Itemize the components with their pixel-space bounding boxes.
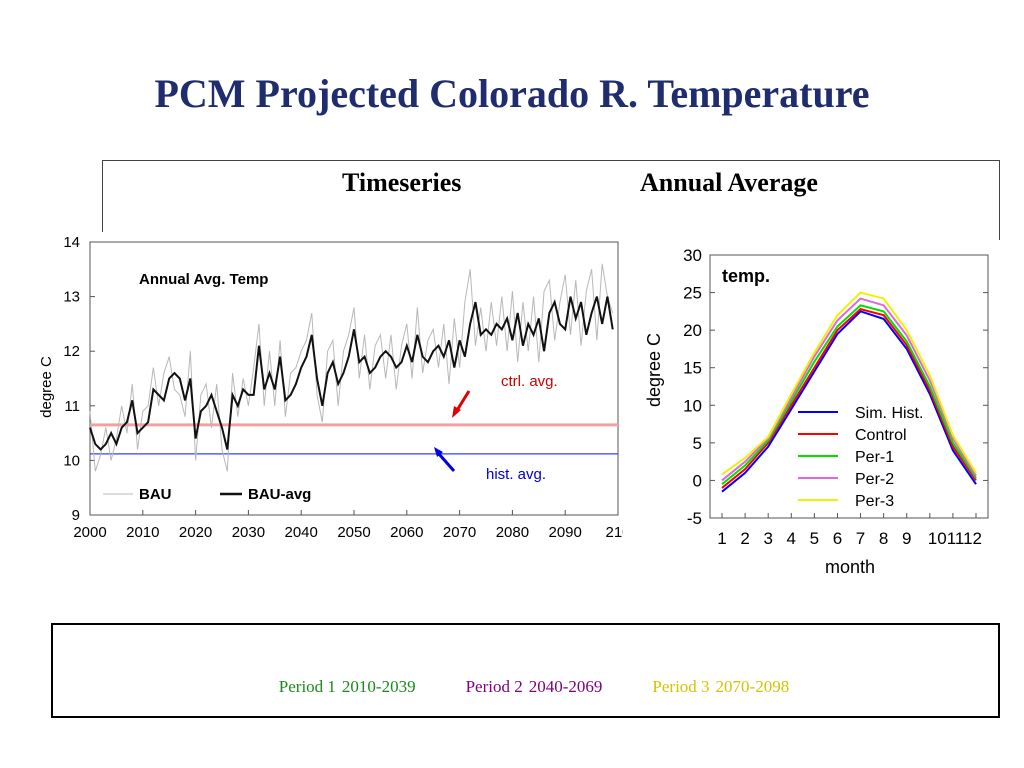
x-tick-label: 210 — [605, 524, 623, 541]
bau-avg-legend-label: BAU-avg — [248, 486, 311, 503]
period-2-name: Period 2 — [465, 677, 523, 696]
hist-avg-arrow — [434, 447, 456, 472]
annual-average-y-axis-label: degree C — [644, 333, 664, 407]
x-tick-label: 5 — [810, 529, 819, 548]
period-2-range: 2040-2069 — [528, 677, 603, 696]
header-box — [102, 160, 1000, 241]
y-tick-label: 5 — [693, 434, 702, 453]
y-tick-label: 9 — [72, 507, 80, 524]
timeseries-plot-area — [89, 241, 619, 516]
y-tick-label: -5 — [687, 509, 702, 528]
y-tick-label: 0 — [693, 471, 702, 490]
bau-series-line — [89, 263, 614, 472]
timeseries-y-axis-label: degree C — [38, 356, 55, 418]
x-tick-label: 101112 — [928, 529, 982, 548]
period-3-name: Period 3 — [652, 677, 710, 696]
ctrl-avg-arrow — [452, 390, 471, 418]
annual-average-chart-title: temp. — [722, 266, 770, 286]
y-tick-label: 30 — [683, 246, 702, 265]
control-series-line — [721, 307, 977, 489]
y-tick-label: 10 — [63, 452, 80, 469]
y-tick-label: 12 — [63, 343, 80, 360]
x-tick-label: 8 — [879, 529, 888, 548]
x-tick-label: 2000 — [73, 524, 106, 541]
per-2-series-line — [721, 297, 977, 482]
x-tick-label: 6 — [833, 529, 842, 548]
timeseries-chart-panel: 2000 2010 2020 2030 2040 2050 2060 2070 2080 2090… — [33, 232, 631, 544]
timeseries-chart: 2000 2010 2020 2030 2040 2050 2060 2070 2080 2090… — [38, 234, 631, 541]
per-1-series-line — [721, 304, 977, 485]
y-tick-label: 14 — [63, 234, 80, 251]
y-tick-label: 25 — [683, 284, 702, 303]
y-tick-label: 11 — [64, 398, 80, 415]
x-tick-label: 7 — [856, 529, 865, 548]
slide-title: PCM Projected Colorado R. Temperature — [154, 71, 870, 116]
y-tick-label: 10 — [683, 396, 702, 415]
x-tick-label: 2010 — [126, 524, 159, 541]
legend-label: Per-2 — [855, 471, 894, 488]
y-tick-label: 20 — [683, 321, 702, 340]
x-tick-label: 2050 — [337, 524, 370, 541]
x-tick-label: 2070 — [443, 524, 476, 541]
hist-avg-annotation: hist. avg. — [486, 466, 546, 483]
legend-label: Sim. Hist. — [855, 405, 923, 422]
sim-hist--series-line — [721, 310, 977, 493]
x-tick-label: 1 — [717, 529, 726, 548]
header-annual-average: Annual Average — [640, 168, 818, 197]
periods-box: Period 1 2010-2039 Period 2 2040-2069 Period… — [51, 623, 1000, 718]
x-tick-label: 2020 — [179, 524, 212, 541]
period-3-range: 2070-2098 — [715, 677, 790, 696]
annual-average-x-axis-label: month — [825, 557, 875, 577]
bau-avg-series-line — [89, 296, 614, 451]
bau-legend-label: BAU — [139, 486, 172, 503]
x-tick-label: 2060 — [390, 524, 423, 541]
x-tick-label: 2 — [740, 529, 749, 548]
annual-average-chart-panel: -5 0 5 10 15 20 25 30 1 2 3 4 5 6 7 8 9 101112 temp. degr… — [640, 240, 1000, 592]
x-tick-label: 2090 — [549, 524, 582, 541]
ctrl-avg-annotation: ctrl. avg. — [501, 373, 558, 390]
legend-label: Control — [855, 427, 907, 444]
per-3-series-line — [721, 291, 977, 476]
y-tick-label: 15 — [683, 359, 702, 378]
x-tick-label: 4 — [787, 529, 796, 548]
period-1-range: 2010-2039 — [341, 677, 416, 696]
y-tick-label: 13 — [63, 289, 80, 306]
timeseries-chart-title: Annual Avg. Temp — [139, 271, 268, 288]
period-1-name: Period 1 — [278, 677, 336, 696]
header-timeseries: Timeseries — [342, 168, 462, 197]
periods-line: Period 1 2010-2039 Period 2 2040-2069 Period… — [53, 657, 998, 717]
legend-label: Per-1 — [855, 449, 894, 466]
x-tick-label: 9 — [902, 529, 911, 548]
x-tick-label: 2080 — [496, 524, 529, 541]
x-tick-label: 2040 — [285, 524, 318, 541]
x-tick-label: 2030 — [232, 524, 265, 541]
legend-label: Per-3 — [855, 493, 894, 510]
x-tick-label: 3 — [763, 529, 772, 548]
monthly-plot-area — [709, 254, 989, 519]
